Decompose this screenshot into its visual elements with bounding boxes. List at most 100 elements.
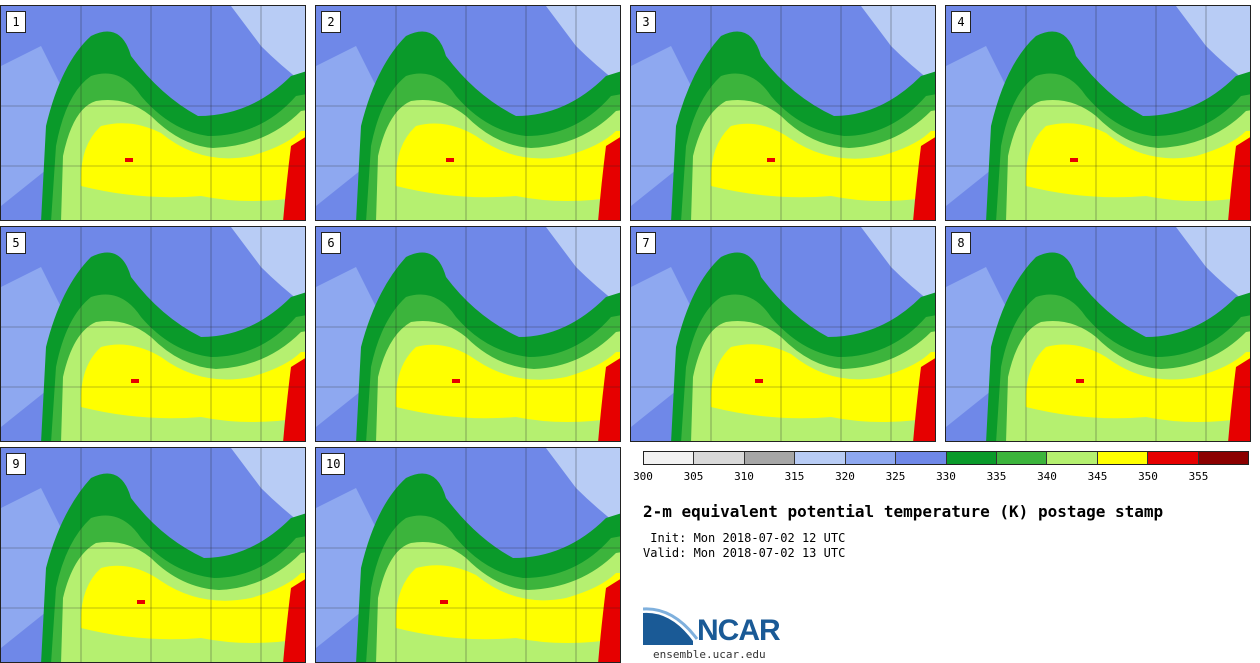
stamp-label: 2 [321,11,341,33]
theta-e-map [946,227,1250,441]
colorbar-segment [1097,452,1149,464]
stamp-label: 4 [951,11,971,33]
colorbar-tick-label: 345 [1087,470,1108,483]
theta-e-350-core [80,344,305,422]
theta-e-355-region [598,137,620,220]
colorbar-tick-label: 355 [1188,470,1209,483]
colorbar-segment [1047,452,1098,464]
theta-e-map [946,6,1250,220]
theta-e-hotspot [767,158,775,162]
colorbar-segment [1198,452,1249,464]
colorbar-segment [996,452,1048,464]
ncar-url: ensemble.ucar.edu [653,648,766,661]
stamp-label: 5 [6,232,26,254]
ncar-logo-text: NCAR [697,614,781,647]
theta-e-355-region [1228,358,1250,441]
theta-e-350-core [395,565,620,643]
figure-title: 2-m equivalent potential temperature (K)… [643,502,1164,521]
theta-e-355-region [598,358,620,441]
theta-e-hotspot [755,379,763,383]
theta-e-hotspot [125,158,133,162]
ncar-logo-icon [643,607,699,645]
theta-e-hotspot [440,600,448,604]
theta-e-355-region [283,137,305,220]
theta-e-355-region [283,358,305,441]
colorbar-tick-label: 340 [1037,470,1057,483]
colorbar-segment [795,452,846,464]
colorbar-segment [1148,452,1199,464]
theta-e-hotspot [446,158,454,162]
theta-e-350-core [395,344,620,422]
colorbar-tick-label: 310 [734,470,754,483]
theta-e-355-region [913,137,935,220]
colorbar-tick-label: 335 [986,470,1007,483]
colorbar-tick-label: 330 [936,470,956,483]
colorbar-segment [644,452,695,464]
colorbar-tick-label: 300 [633,470,653,483]
theta-e-350-core [1025,123,1250,201]
colorbar-tick-label: 325 [885,470,906,483]
theta-e-350-core [80,123,305,201]
theta-e-map [316,448,620,662]
cold-region-northeast [546,6,620,85]
stamp-member-2: 2 [315,5,621,221]
stamp-member-3: 3 [630,5,936,221]
stamp-member-10: 10 [315,447,621,663]
cold-region-northeast [231,227,305,306]
colorbar-segment [744,452,796,464]
cold-region-northeast [861,6,935,85]
stamp-label: 9 [6,453,26,475]
stamp-member-8: 8 [945,226,1251,442]
theta-e-hotspot [1076,379,1084,383]
stamp-member-6: 6 [315,226,621,442]
theta-e-350-core [80,565,305,643]
colorbar-tick-label: 315 [784,470,805,483]
theta-e-355-region [913,358,935,441]
theta-e-hotspot [452,379,460,383]
theta-e-map [1,448,305,662]
stamp-label: 1 [6,11,26,33]
stamp-member-5: 5 [0,226,306,442]
theta-e-hotspot [1070,158,1078,162]
colorbar-ticks: 300 305 310 315 320 325 330 335 340 345 350 355 [633,470,1249,484]
theta-e-350-core [1025,344,1250,422]
stamp-label: 3 [636,11,656,33]
cold-region-northeast [546,448,620,527]
theta-e-350-core [710,123,935,201]
init-time: Init: Mon 2018-07-02 12 UTC [643,531,846,545]
stamp-label: 7 [636,232,656,254]
valid-time: Valid: Mon 2018-07-02 13 UTC [643,546,846,560]
theta-e-map [1,6,305,220]
cold-region-northeast [546,227,620,306]
stamp-member-9: 9 [0,447,306,663]
cold-region-northeast [1176,227,1250,306]
theta-e-355-region [283,579,305,662]
stamp-member-1: 1 [0,5,306,221]
colorbar-tick-label: 305 [683,470,704,483]
colorbar-segment [694,452,745,464]
stamp-member-4: 4 [945,5,1251,221]
stamp-label: 8 [951,232,971,254]
theta-e-350-core [395,123,620,201]
cold-region-northeast [1176,6,1250,85]
theta-e-355-region [598,579,620,662]
colorbar-segment [896,452,947,464]
cold-region-northeast [861,227,935,306]
colorbar-segment [946,452,997,464]
stamp-member-7: 7 [630,226,936,442]
stamp-label: 10 [321,453,346,475]
theta-e-355-region [1228,137,1250,220]
stamp-label: 6 [321,232,341,254]
theta-e-hotspot [131,379,139,383]
colorbar-segment [845,452,897,464]
theta-e-map [631,227,935,441]
colorbar [643,451,1249,465]
theta-e-map [631,6,935,220]
cold-region-northeast [231,448,305,527]
theta-e-map [1,227,305,441]
theta-e-map [316,227,620,441]
theta-e-hotspot [137,600,145,604]
cold-region-northeast [231,6,305,85]
theta-e-350-core [710,344,935,422]
colorbar-tick-label: 320 [835,470,855,483]
